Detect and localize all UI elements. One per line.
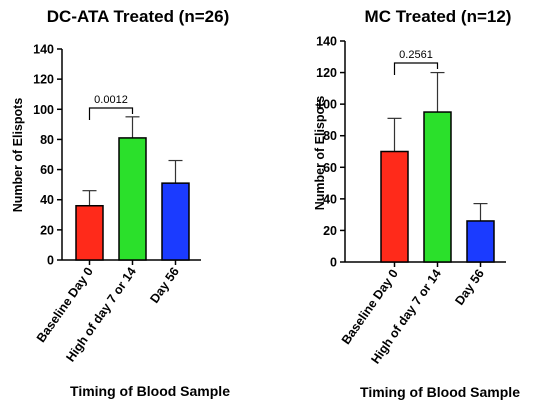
y-tick-label: 100 — [33, 103, 54, 117]
significance-bracket — [393, 62, 439, 75]
y-tick-label: 80 — [40, 133, 54, 147]
y-axis-label: Number of Elispots — [313, 96, 327, 211]
y-axis-label: Number of Elispots — [11, 98, 25, 213]
category-label: Day 56 — [147, 265, 182, 306]
y-tick-label: 40 — [323, 192, 337, 206]
significance-bracket — [88, 107, 134, 120]
chart-title: DC-ATA Treated (n=26) — [47, 7, 229, 26]
y-tick-label: 0 — [330, 256, 337, 270]
p-value-label: 0.0012 — [94, 94, 128, 106]
x-axis-label: Timing of Blood Sample — [360, 384, 520, 400]
y-tick-label: 20 — [40, 223, 54, 237]
y-tick-label: 60 — [40, 163, 54, 177]
bar — [118, 137, 147, 261]
y-tick-label: 0 — [47, 254, 54, 268]
y-tick-label: 20 — [323, 224, 337, 238]
bar — [161, 182, 190, 261]
y-tick-label: 140 — [33, 43, 54, 57]
y-tick-label: 120 — [316, 66, 337, 80]
p-value-label: 0.2561 — [399, 49, 433, 61]
x-axis-label: Timing of Blood Sample — [70, 383, 230, 399]
y-tick-label: 100 — [316, 98, 337, 112]
y-tick-label: 140 — [316, 35, 337, 49]
bar — [423, 111, 452, 263]
chart-panel-1: DC-ATA Treated (n=26) Number of Elispots 0… — [11, 7, 230, 399]
y-tick-label: 60 — [323, 161, 337, 175]
bar — [380, 150, 409, 263]
bar — [75, 204, 104, 261]
chart-title: MC Treated (n=12) — [365, 7, 512, 26]
bar — [466, 220, 495, 263]
category-label: Day 56 — [452, 267, 487, 308]
y-tick-label: 80 — [323, 129, 337, 143]
y-tick-label: 40 — [40, 193, 54, 207]
y-tick-label: 120 — [33, 73, 54, 87]
chart-panel-2: MC Treated (n=12) Number of Elispots 0 20 40… — [313, 7, 520, 400]
